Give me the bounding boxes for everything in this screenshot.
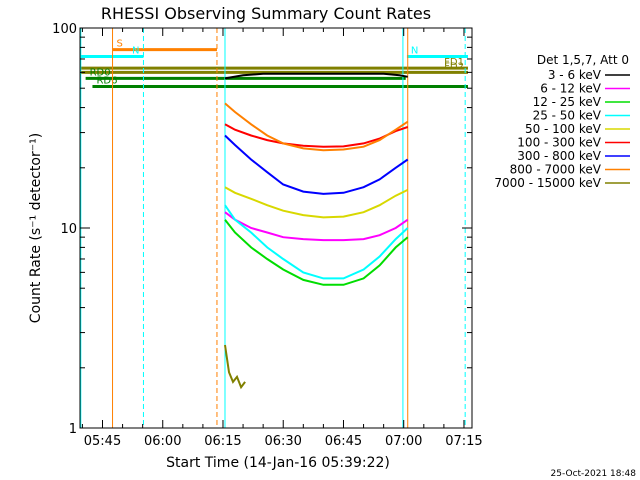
y-tick-label-1: 10 [60, 222, 77, 237]
legend-label-8: 7000 - 15000 keV [494, 176, 601, 190]
legend-header: Det 1,5,7, Att 0 [537, 53, 629, 67]
legend-label-4: 50 - 100 keV [525, 122, 602, 136]
flag-label-5: RD0 [90, 67, 111, 78]
flag-label-1: N [132, 46, 139, 57]
x-axis: 05:45 06:00 06:15 06:30 06:45 07:00 07:15 [81, 28, 483, 449]
legend-label-0: 3 - 6 keV [548, 68, 602, 82]
flag-label-3: FD1 [444, 57, 464, 68]
flag-label-6: RD6 [96, 75, 117, 86]
x-tick-label-5: 07:00 [385, 434, 422, 449]
series-line-1 [224, 211, 409, 242]
y-tick-label-0: 1 [69, 422, 77, 437]
legend-label-3: 25 - 50 keV [533, 109, 602, 123]
series-layer [224, 72, 409, 390]
series-line-2 [224, 219, 409, 286]
plot-frame [79, 27, 473, 429]
x-tick-label-4: 06:45 [325, 434, 362, 449]
series-line-8 [224, 344, 246, 390]
legend-label-5: 100 - 300 keV [517, 136, 601, 150]
footer-timestamp: 25-Oct-2021 18:48 [551, 469, 637, 479]
series-line-7 [224, 102, 409, 152]
y-axis-label: Count Rate (s⁻¹ detector⁻¹) [28, 133, 44, 323]
x-axis-label: Start Time (14-Jan-16 05:39:22) [166, 455, 390, 471]
vertical-markers [80, 28, 466, 428]
legend-label-7: 800 - 7000 keV [510, 163, 602, 177]
legend-label-6: 300 - 800 keV [517, 149, 601, 163]
x-tick-label-2: 06:15 [204, 434, 241, 449]
flag-label-4: FD2 [444, 61, 464, 72]
series-line-0 [224, 72, 408, 80]
series-line-3 [224, 204, 409, 280]
x-tick-label-6: 07:15 [445, 434, 482, 449]
legend-label-2: 12 - 25 keV [533, 95, 602, 109]
x-tick-label-0: 05:45 [84, 434, 121, 449]
flag-label-0: S [117, 39, 123, 50]
chart-title: RHESSI Observing Summary Count Rates [101, 4, 431, 23]
series-line-6 [224, 134, 409, 195]
y-tick-label-2: 100 [52, 22, 77, 37]
x-tick-label-3: 06:30 [264, 434, 301, 449]
series-line-5 [224, 123, 409, 148]
y-axis: 1 10 100 [52, 22, 472, 437]
x-tick-label-1: 06:00 [144, 434, 181, 449]
flag-label-2: N [411, 46, 418, 57]
series-line-4 [224, 186, 409, 219]
legend-label-1: 6 - 12 keV [540, 82, 602, 96]
